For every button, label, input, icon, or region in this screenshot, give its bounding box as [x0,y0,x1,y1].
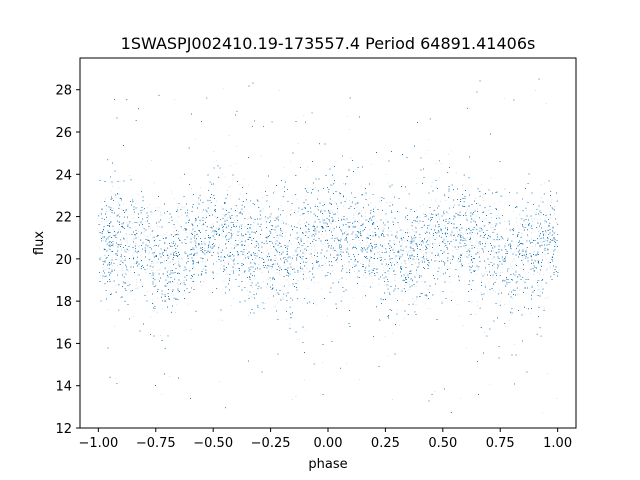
x-tick-label: 0.25 [371,436,400,451]
y-tick-label: 16 [55,337,72,352]
x-tick-label: −1.00 [78,436,118,451]
y-tick-label: 22 [55,211,72,226]
chart-title: 1SWASPJ002410.19-173557.4 Period 64891.4… [121,34,536,53]
y-tick-label: 20 [55,253,72,268]
y-tick-label: 14 [55,380,72,395]
y-tick-label: 28 [55,84,72,99]
x-tick-label: 1.00 [543,436,572,451]
x-axis-label: phase [308,457,347,472]
y-tick-label: 26 [55,126,72,141]
scatter-points [80,58,576,428]
y-tick-label: 12 [55,422,72,437]
x-axis: −1.00 −0.75 −0.50 −0.25 0.00 0.25 0.50 0.75 1.00 [78,428,572,451]
plot-area [79,57,577,429]
y-axis-label: flux [32,231,47,255]
y-tick-label: 24 [55,168,72,183]
x-tick-label: 0.50 [428,436,457,451]
x-tick-label: −0.25 [251,436,291,451]
x-tick-label: −0.75 [136,436,176,451]
x-tick-label: 0.00 [314,436,343,451]
y-axis: 12 14 16 18 20 22 24 26 28 [55,84,80,437]
y-tick-label: 18 [55,295,72,310]
x-tick-label: −0.50 [193,436,233,451]
x-tick-label: 0.75 [486,436,515,451]
